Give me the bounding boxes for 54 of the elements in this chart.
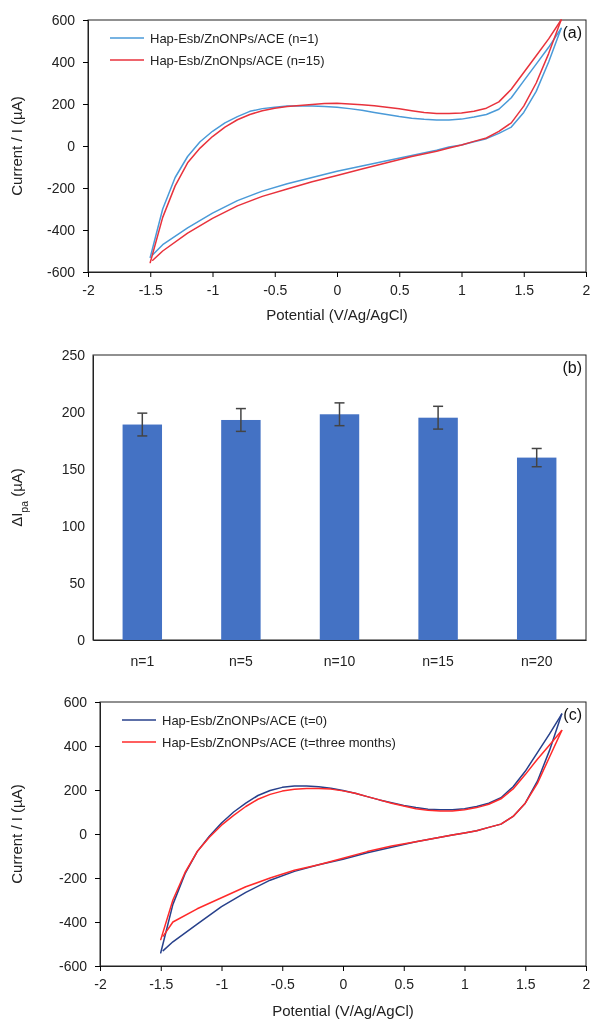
x-tick-label: -1.5	[138, 281, 164, 298]
y-tick-label: -400	[46, 221, 76, 238]
x-tick-label: 2	[582, 975, 591, 992]
x-tick-label: 1.5	[514, 281, 535, 298]
y-axis-title: Current / I (µA)	[8, 96, 25, 196]
y-tick-label: -400	[58, 913, 88, 930]
y-tick-label: 400	[51, 53, 76, 70]
x-tick-label: 1	[461, 975, 470, 992]
y-tick-label: 150	[61, 460, 86, 477]
y-tick-label: 200	[61, 403, 86, 420]
legend-label: Hap-Esb/ZnONPs/ACE (n=1)	[150, 30, 319, 46]
x-tick-label: -2	[82, 281, 95, 298]
x-tick-label: -1	[215, 975, 229, 992]
x-tick-label: n=1	[130, 652, 155, 669]
x-tick-label: -1.5	[149, 975, 174, 992]
y-tick-label: 0	[67, 137, 76, 154]
x-tick-label: n=10	[323, 652, 356, 669]
legend-label: Hap-Esb/ZnONPs/ACE (t=0)	[162, 712, 328, 728]
y-tick-label: 100	[61, 517, 86, 534]
annotation: (a)	[562, 24, 582, 41]
legend-label: Hap-Esb/ZnONPs/ACE (t=three months)	[162, 734, 396, 750]
y-tick-label: -600	[46, 263, 76, 280]
legend-label: Hap-Esb/ZnONps/ACE (n=15)	[150, 52, 325, 68]
x-tick-label: -0.5	[263, 281, 288, 298]
y-tick-label: 50	[69, 574, 86, 591]
y-axis-title: Current / I (µA)	[8, 784, 25, 884]
x-tick-label: -1	[206, 281, 220, 298]
annotation: (c)	[563, 706, 582, 723]
y-tick-label: 200	[51, 95, 76, 112]
x-tick-label: 0	[339, 975, 348, 992]
x-axis-title: Potential (V/Ag/AgCl)	[266, 306, 408, 323]
y-tick-label: -200	[46, 179, 76, 196]
x-tick-label: n=5	[229, 652, 253, 669]
x-tick-label: -0.5	[270, 975, 296, 992]
x-tick-label: 0.5	[390, 281, 410, 298]
x-tick-label: 2	[582, 281, 591, 298]
x-tick-label: 1	[458, 281, 467, 298]
x-axis-title: Potential (V/Ag/AgCl)	[272, 1002, 414, 1019]
x-tick-label: 0.5	[394, 975, 415, 992]
y-tick-label: 600	[63, 693, 88, 710]
y-tick-label: 400	[63, 737, 88, 754]
x-tick-label: n=15	[422, 652, 455, 669]
x-tick-label: 0	[333, 281, 342, 298]
x-tick-label: 1.5	[516, 975, 536, 992]
y-tick-label: 0	[79, 825, 88, 842]
y-tick-label: 600	[51, 11, 76, 28]
x-tick-label: -2	[94, 975, 107, 992]
y-tick-label: -600	[58, 957, 88, 974]
y-tick-label: 0	[77, 631, 86, 648]
y-tick-label: 200	[63, 781, 88, 798]
y-tick-label: -200	[58, 869, 88, 886]
y-tick-label: 250	[61, 346, 86, 363]
x-tick-label: n=20	[520, 652, 553, 669]
annotation: (b)	[562, 359, 582, 376]
